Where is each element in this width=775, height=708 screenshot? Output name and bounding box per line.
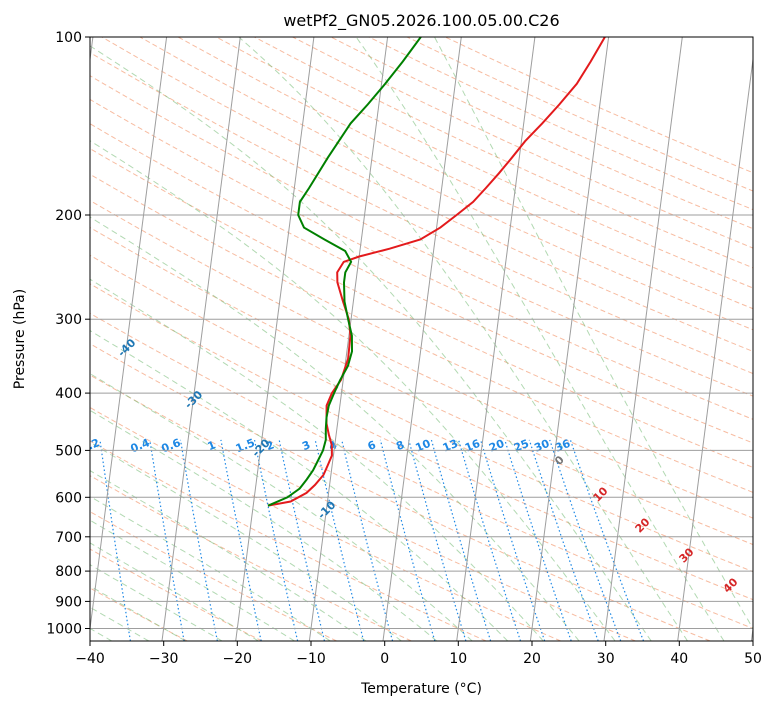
y-tick-label: 200 — [55, 208, 82, 224]
x-tick-label: 40 — [670, 651, 688, 667]
mixing-ratio-label: 2 — [264, 438, 276, 453]
moist-adiabat-line — [90, 495, 331, 641]
dry-adiabat-line — [90, 283, 753, 601]
dry-adiabat-line — [90, 440, 487, 641]
mixing-ratio-line — [549, 439, 622, 641]
y-axis-label: Pressure (hPa) — [12, 289, 28, 389]
mixing-ratio-label: 3 — [300, 438, 312, 453]
x-tick-label: 0 — [380, 651, 389, 667]
dry-adiabat-line — [90, 548, 263, 641]
isotherm-line — [161, 37, 241, 641]
isotherm-line — [456, 37, 536, 641]
mixing-ratio-line — [253, 439, 299, 641]
isotherm-line — [677, 55, 753, 641]
isotherm-line — [529, 37, 610, 641]
dry-adiabat-line — [90, 587, 188, 641]
y-tick-label: 700 — [55, 530, 82, 546]
mixing-ratio-line — [278, 439, 325, 641]
isotherm-line — [90, 37, 168, 633]
mixing-ratio-line — [99, 439, 131, 641]
x-tick-label: −10 — [296, 651, 326, 667]
dry-adiabat-line — [177, 37, 753, 310]
mixing-ratio-line — [179, 439, 218, 641]
y-tick-label: 1000 — [46, 622, 82, 638]
y-tick-label: 600 — [55, 490, 82, 506]
dry-adiabat-line — [90, 51, 753, 375]
x-tick-label: 30 — [597, 651, 615, 667]
moist-adiabat-line — [90, 373, 473, 641]
mixing-ratio-label: 0.2 — [79, 436, 102, 455]
x-tick-label: −20 — [223, 651, 253, 667]
moist-adiabat-line — [90, 45, 652, 641]
dry-adiabat-line — [90, 406, 561, 641]
dry-adiabat-line — [90, 374, 636, 641]
isotherm-line — [603, 37, 683, 641]
dewpoint-profile-line — [267, 37, 422, 507]
y-tick-label: 100 — [55, 30, 82, 46]
y-tick-label: 800 — [55, 564, 82, 580]
mixing-ratio-line — [458, 439, 522, 641]
moist-adiabat-line — [434, 37, 753, 630]
mixing-ratio-line — [149, 439, 185, 641]
plot-area: 0.10.20.40.611.52346810131620253036-100-… — [79, 37, 753, 641]
x-tick-label: −40 — [75, 651, 105, 667]
moist-adiabat-line — [90, 216, 580, 641]
mixing-ratio-label: 8 — [394, 438, 406, 453]
dry-adiabat-line — [90, 312, 753, 630]
dry-adiabat-line — [90, 227, 753, 546]
dry-adiabat-line — [216, 37, 753, 289]
moist-adiabat-line — [90, 441, 402, 641]
x-tick-label: 10 — [449, 651, 467, 667]
mixing-ratio-line — [430, 439, 492, 641]
moist-adiabat-line — [355, 37, 725, 641]
x-tick-label: −30 — [149, 651, 179, 667]
mixing-ratio-label: 1 — [206, 438, 218, 453]
dry-adiabat-line — [139, 37, 753, 331]
y-tick-label: 900 — [55, 594, 82, 610]
dry-adiabat-line — [90, 148, 753, 468]
y-tick-label: 400 — [55, 386, 82, 402]
mixing-ratio-line — [220, 439, 262, 641]
dry-adiabat-line — [90, 173, 753, 493]
moist-adiabat-line — [90, 470, 367, 641]
isotherm-line — [308, 37, 389, 641]
plot-frame — [89, 36, 754, 642]
x-tick-label: 50 — [744, 651, 762, 667]
dry-adiabat-line — [90, 199, 753, 519]
moist-adiabat-line — [238, 37, 688, 641]
isotherm-line — [382, 37, 462, 641]
dry-adiabat-line — [101, 37, 753, 352]
mixing-ratio-line — [314, 439, 365, 641]
x-tick-label: 20 — [523, 651, 541, 667]
temperature-profile-line — [267, 37, 606, 507]
y-tick-label: 300 — [55, 312, 82, 328]
mixing-ratio-line — [379, 439, 436, 641]
mixing-ratio-line — [569, 439, 645, 641]
y-tick-label: 500 — [55, 443, 82, 459]
mixing-ratio-line — [408, 439, 467, 641]
chart-title: wetPf2_GN05.2026.100.05.00.C26 — [283, 11, 559, 31]
isotherm-line — [235, 37, 315, 641]
moist-adiabat-line — [90, 329, 509, 641]
x-axis-label: Temperature (°C) — [360, 681, 482, 697]
